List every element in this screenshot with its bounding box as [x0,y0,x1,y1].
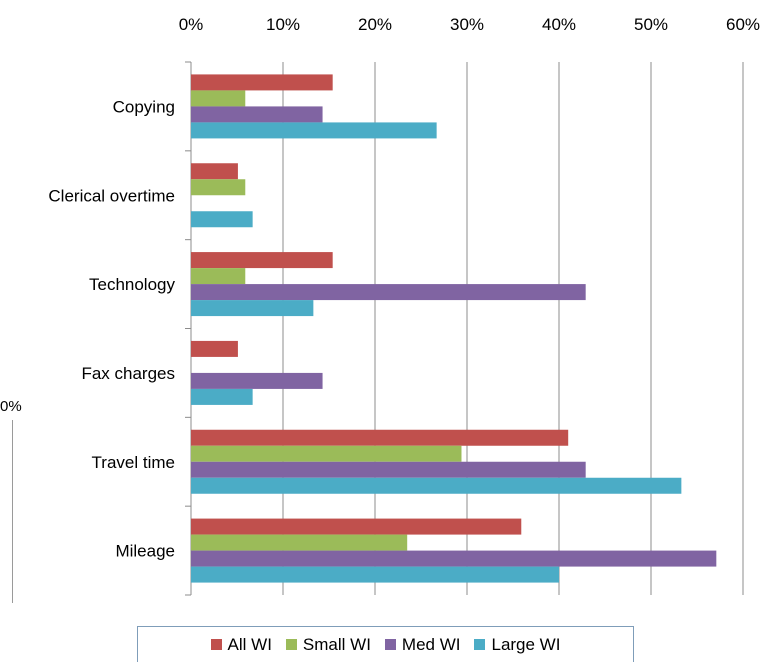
bar [191,534,408,551]
x-tick-label: 10% [266,15,300,34]
bar [191,566,559,583]
legend-item-med-wi: Med WI [384,634,461,655]
legend-item-all-wi: All WI [210,634,272,655]
chart-legend: All WI Small WI Med WI Large WI [137,626,634,662]
legend-swatch-med-wi [384,639,396,650]
bar [191,268,246,285]
bar [191,122,437,139]
bar [191,461,586,478]
legend-label-all-wi: All WI [227,634,272,654]
bar [191,211,253,228]
legend-item-small-wi: Small WI [285,634,371,655]
x-tick-label: 30% [450,15,484,34]
category-label: Fax charges [81,364,175,383]
bar [191,106,323,123]
bar [191,518,522,535]
legend-label-med-wi: Med WI [401,634,461,654]
category-label: Travel time [92,453,175,472]
bar [191,445,462,462]
legend-label-small-wi: Small WI [302,634,371,654]
bar [191,477,682,494]
legend-swatch-small-wi [285,639,297,650]
bar [191,340,238,357]
bar [191,252,333,269]
category-label: Clerical overtime [48,186,175,205]
legend-swatch-all-wi [210,639,222,650]
bar [191,163,238,180]
legend-item-large-wi: Large WI [474,635,560,655]
x-tick-label: 40% [542,15,576,34]
bar [191,179,246,196]
bar [191,90,246,107]
bar [191,300,314,317]
x-tick-label: 0% [179,15,204,34]
x-tick-label: 20% [358,15,392,34]
bar [191,284,586,301]
legend-label-large-wi: Large WI [491,634,561,654]
category-label: Copying [113,97,175,116]
category-label: Technology [89,275,176,294]
category-label: Mileage [115,542,175,561]
cropped-axis-label: 0% [0,398,22,415]
legend-swatch-large-wi [474,639,486,650]
bar [191,429,569,446]
bar [191,74,333,91]
cropped-axis-line [12,420,13,603]
x-tick-label: 60% [726,15,760,34]
bar [191,388,253,405]
x-tick-label: 50% [634,15,668,34]
bar [191,550,717,567]
bar [191,372,323,389]
